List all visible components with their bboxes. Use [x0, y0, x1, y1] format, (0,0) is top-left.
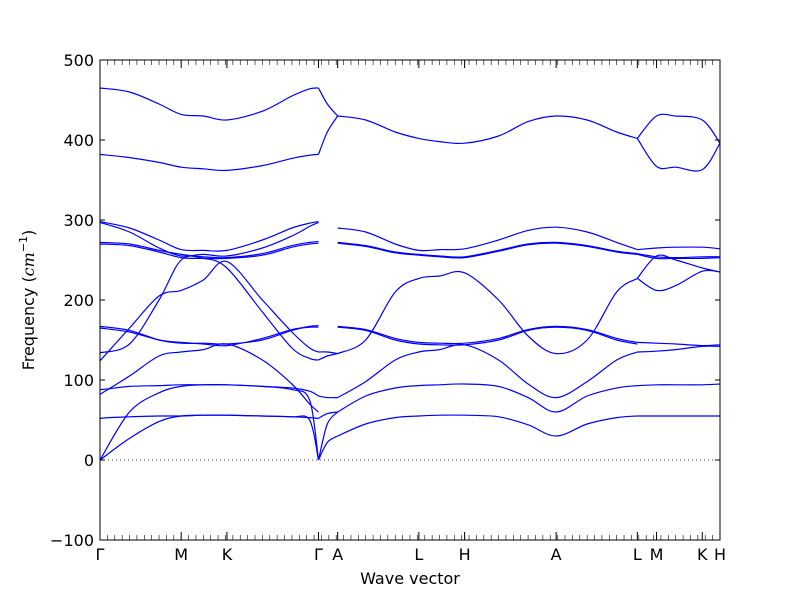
band-line-42	[637, 253, 721, 260]
band-line-25	[337, 383, 638, 413]
band-line-30	[337, 226, 638, 252]
band-line-20	[318, 353, 338, 361]
band-line-28	[337, 325, 638, 345]
band-line-43	[636, 113, 721, 144]
band-line-19	[318, 395, 338, 399]
band-line-13	[99, 242, 319, 260]
y-label-close: )	[19, 230, 38, 236]
x-tick-label: M	[174, 545, 188, 564]
x-minor-ticks	[99, 60, 721, 540]
y-tick-label: 0	[84, 451, 94, 470]
band-line-27	[337, 270, 638, 355]
band-line-15	[99, 87, 319, 121]
band-line-44	[636, 138, 721, 172]
band-line-29	[337, 326, 638, 346]
band-line-23	[317, 87, 339, 117]
x-tick-label: Γ	[96, 545, 105, 564]
y-tick-label: 400	[63, 131, 94, 150]
band-line-9	[99, 326, 319, 347]
band-line-17	[317, 411, 339, 461]
band-line-26	[337, 343, 638, 399]
band-line-14	[99, 153, 319, 172]
band-line-31	[337, 241, 638, 258]
band-line-3	[99, 414, 319, 419]
band-line-37	[637, 341, 721, 347]
x-tick-label: A	[332, 545, 343, 564]
band-line-35	[637, 383, 721, 387]
band-line-18	[318, 411, 338, 419]
band-line-40	[637, 246, 721, 251]
band-line-6	[99, 260, 319, 362]
band-line-36	[637, 345, 721, 353]
x-tick-label: L	[633, 545, 642, 564]
band-line-10	[99, 221, 319, 252]
y-tick-label: 300	[63, 211, 94, 230]
band-line-39	[636, 254, 721, 279]
band-line-22	[317, 115, 339, 155]
band-line-7	[99, 255, 319, 361]
band-line-24	[337, 414, 638, 437]
y-tick-label: 200	[63, 291, 94, 310]
band-line-38	[636, 269, 721, 292]
x-tick-label: A	[551, 545, 562, 564]
band-line-16	[317, 435, 338, 461]
band-line-11	[99, 221, 319, 257]
band-line-12	[99, 241, 319, 259]
x-tick-label: H	[459, 545, 471, 564]
y-label-exponent: −1	[17, 236, 30, 252]
band-line-4	[99, 384, 319, 397]
x-axis-label: Wave vector	[360, 569, 460, 588]
x-tick-label: K	[697, 545, 708, 564]
band-line-5	[99, 343, 319, 413]
band-line-32	[337, 242, 638, 259]
x-tick-label: M	[650, 545, 664, 564]
x-tick-label: Γ	[314, 545, 323, 564]
band-line-41	[637, 253, 721, 259]
band-line-1	[99, 414, 320, 461]
band-line-2	[99, 383, 320, 461]
y-ticks: −100 0 100 200 300 400 500	[50, 51, 720, 550]
y-tick-label: −100	[50, 531, 94, 550]
y-tick-label: 100	[63, 371, 94, 390]
x-tick-label: L	[414, 545, 423, 564]
x-tick-label: K	[222, 545, 233, 564]
y-label-unit: cm	[19, 252, 38, 276]
band-series-group	[99, 87, 721, 461]
x-tick-label: H	[714, 545, 726, 564]
y-label-main: Frequency (	[19, 276, 38, 370]
plot-frame	[99, 59, 721, 541]
band-line-33	[337, 115, 638, 145]
y-axis-label: Frequency (cm−1)	[17, 230, 38, 371]
band-line-21	[318, 351, 338, 355]
y-tick-label: 500	[63, 51, 94, 70]
